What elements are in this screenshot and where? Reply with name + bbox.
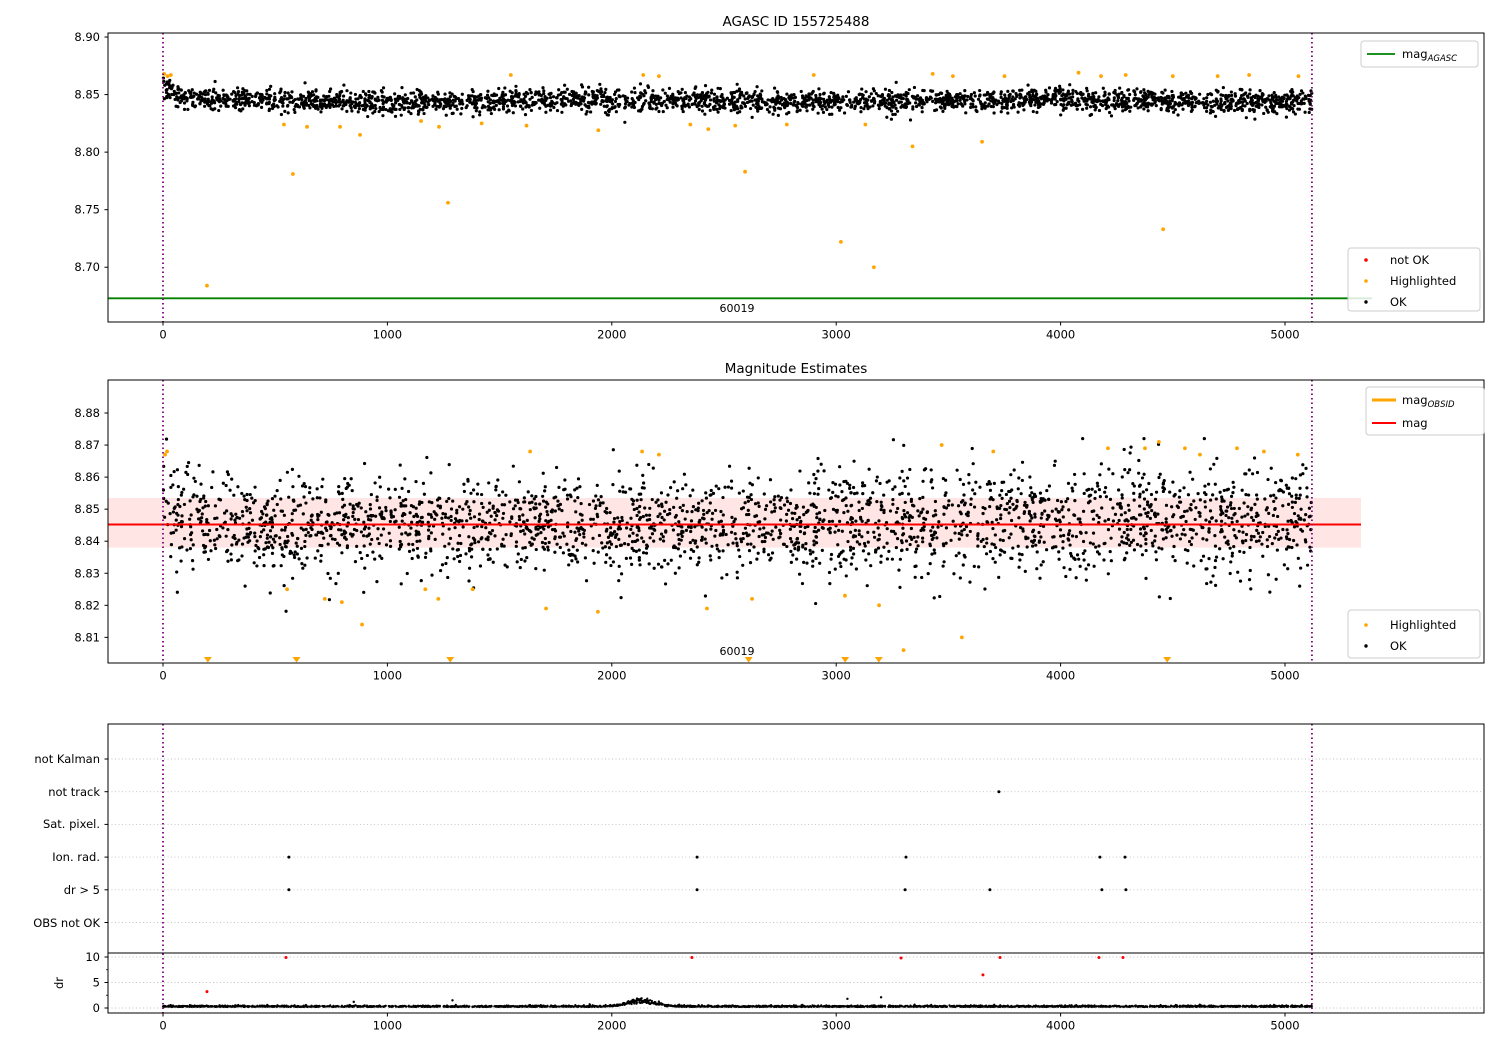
y-tick-label: 8.85 bbox=[74, 502, 100, 516]
obsid-boundary-vlines bbox=[162, 33, 1313, 322]
highlighted-marker-sample bbox=[1364, 623, 1368, 627]
plot2-obsid-annotation: 60019 bbox=[720, 645, 755, 658]
plot1-y-ticks: 8.90 8.85 8.80 8.75 8.70 bbox=[74, 30, 108, 274]
not-ok-marker-sample bbox=[1364, 258, 1368, 262]
obsid-boundary-vlines bbox=[162, 724, 1313, 1013]
y-tick-label: 8.82 bbox=[74, 598, 100, 612]
plot2-title: Magnitude Estimates bbox=[725, 361, 867, 377]
category-label-ion-rad: Ion. rad. bbox=[52, 850, 100, 864]
mag-agasc-legend-label: magAGASC bbox=[1402, 47, 1457, 64]
category-label-not-track: not track bbox=[48, 785, 100, 799]
legend-box bbox=[1347, 247, 1481, 312]
plot1-points-legend: not OK Highlighted OK bbox=[1347, 247, 1481, 312]
x-tick-label: 2000 bbox=[597, 328, 626, 342]
plot2-highlighted-points bbox=[163, 439, 1300, 653]
flag-event-points bbox=[287, 790, 1128, 892]
dr-tick-label: 0 bbox=[93, 1001, 100, 1015]
highlighted-marker-sample bbox=[1364, 279, 1368, 283]
ok-legend-label: OK bbox=[1390, 295, 1407, 309]
dr-ok-points bbox=[161, 996, 1313, 1008]
x-tick-label: 5000 bbox=[1270, 328, 1299, 342]
y-tick-label: 8.70 bbox=[74, 260, 100, 274]
plot1-obsid-annotation: 60019 bbox=[720, 302, 755, 315]
axes-spine bbox=[107, 32, 1485, 323]
y-tick-label: 8.87 bbox=[74, 438, 100, 452]
x-axis-ticks: 0 1000 2000 3000 4000 5000 bbox=[159, 322, 1300, 342]
y-tick-label: 8.86 bbox=[74, 470, 100, 484]
ok-marker-sample bbox=[1364, 644, 1368, 648]
y-tick-label: 8.90 bbox=[74, 30, 100, 44]
dr-not-ok-points bbox=[205, 956, 1125, 994]
x-tick-label: 3000 bbox=[822, 1019, 851, 1033]
x-tick-label: 4000 bbox=[1046, 1019, 1075, 1033]
dr-tick-label: 10 bbox=[85, 950, 100, 964]
plot2-highlighted-offscale-markers bbox=[203, 657, 1172, 663]
plot2-points-legend: Highlighted OK bbox=[1347, 609, 1481, 659]
x-tick-label: 0 bbox=[159, 1019, 166, 1033]
axes-spine bbox=[107, 952, 1485, 1014]
x-axis-ticks: 0 1000 2000 3000 4000 5000 bbox=[159, 1013, 1300, 1033]
category-label-obs-not-ok: OBS not OK bbox=[33, 916, 100, 930]
highlighted-legend-label: Highlighted bbox=[1390, 618, 1456, 632]
x-tick-label: 3000 bbox=[822, 669, 851, 683]
flag-gridlines bbox=[104, 758, 1484, 923]
category-label-sat-pixel: Sat. pixel. bbox=[43, 817, 100, 831]
ok-marker-sample bbox=[1364, 300, 1368, 304]
y-tick-label: 8.85 bbox=[74, 88, 100, 102]
x-axis-ticks: 0 1000 2000 3000 4000 5000 bbox=[159, 663, 1300, 683]
category-label-dr-gt-5: dr > 5 bbox=[64, 883, 100, 897]
generated-plot-layers: 0 1000 2000 3000 4000 50008.908.858.808.758.7… bbox=[74, 30, 1485, 1033]
legend-box bbox=[1360, 40, 1479, 68]
x-tick-label: 5000 bbox=[1270, 669, 1299, 683]
y-tick-label: 8.75 bbox=[74, 203, 100, 217]
x-tick-label: 1000 bbox=[373, 1019, 402, 1033]
x-tick-label: 0 bbox=[159, 328, 166, 342]
highlighted-legend-label: Highlighted bbox=[1390, 274, 1456, 288]
plot1-title: AGASC ID 155725488 bbox=[723, 14, 870, 30]
mag-obsid-legend-label: magOBSID bbox=[1402, 393, 1455, 410]
category-label-not-kalman: not Kalman bbox=[34, 752, 100, 766]
plot1-highlighted-points bbox=[162, 70, 1301, 288]
x-tick-label: 1000 bbox=[373, 669, 402, 683]
x-tick-label: 2000 bbox=[597, 1019, 626, 1033]
y-tick-label: 8.80 bbox=[74, 145, 100, 159]
x-tick-label: 5000 bbox=[1270, 1019, 1299, 1033]
x-tick-label: 0 bbox=[159, 669, 166, 683]
y-tick-label: 8.81 bbox=[74, 630, 100, 644]
dr-axis-label: dr bbox=[52, 977, 66, 989]
x-tick-label: 3000 bbox=[822, 328, 851, 342]
x-tick-label: 2000 bbox=[597, 669, 626, 683]
legend-box bbox=[1347, 609, 1481, 659]
mag-legend-label: mag bbox=[1402, 416, 1428, 430]
dr-tick-label: 5 bbox=[93, 976, 100, 990]
dr-axis-ticks: 10 5 0 bbox=[85, 950, 1484, 1015]
y-tick-label: 8.83 bbox=[74, 566, 100, 580]
plot2-y-ticks: 8.88 8.87 8.86 8.85 8.84 8.83 8.82 8.81 bbox=[74, 406, 108, 644]
ok-legend-label: OK bbox=[1390, 639, 1407, 653]
plot2-ok-points bbox=[161, 437, 1313, 613]
plot2-lines-legend: magOBSID mag bbox=[1365, 386, 1485, 436]
y-tick-label: 8.84 bbox=[74, 534, 100, 548]
x-tick-label: 1000 bbox=[373, 328, 402, 342]
not-ok-legend-label: not OK bbox=[1390, 253, 1430, 267]
plot1-magagasc-legend: magAGASC bbox=[1360, 40, 1479, 68]
x-tick-label: 4000 bbox=[1046, 669, 1075, 683]
x-tick-label: 4000 bbox=[1046, 328, 1075, 342]
plot1-ok-points bbox=[161, 76, 1314, 124]
axes-spine bbox=[107, 379, 1485, 664]
y-tick-label: 8.88 bbox=[74, 406, 100, 420]
